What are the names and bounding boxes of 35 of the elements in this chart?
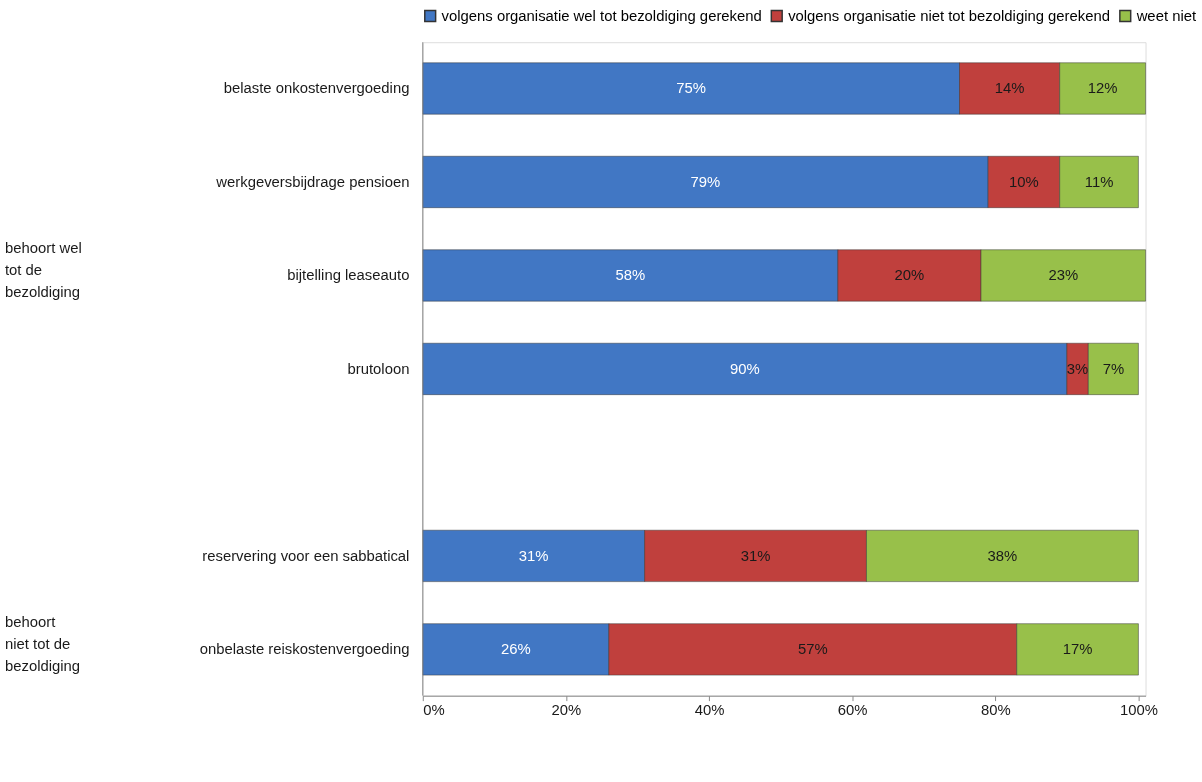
y-tick-label: brutoloon bbox=[347, 360, 410, 377]
data-label: 57% bbox=[797, 641, 828, 658]
data-label: 31% bbox=[518, 547, 549, 564]
text: behoort wel tot de bezoldiging bbox=[4, 240, 82, 301]
x-tick-label: 0% bbox=[423, 701, 445, 718]
data-label: 17% bbox=[1062, 641, 1093, 658]
x-tick-label: 20% bbox=[551, 701, 582, 718]
data-label: 20% bbox=[894, 267, 925, 284]
data-label: 10% bbox=[1009, 173, 1039, 190]
y-tick-label: onbelaste reiskostenvergoeding bbox=[199, 641, 410, 658]
data-label: 14% bbox=[994, 80, 1025, 97]
y-tick-label: belaste onkostenvergoeding bbox=[223, 80, 410, 97]
data-label: 7% bbox=[1102, 360, 1125, 377]
x-tick-label: 60% bbox=[837, 701, 868, 718]
data-label: 75% bbox=[676, 80, 706, 97]
data-label: 3% bbox=[1066, 360, 1089, 377]
legend-label: volgens organisatie wel tot bezoldiging gerekend bbox=[441, 7, 762, 24]
legend-label: volgens organisatie niet tot bezoldiging gerekend bbox=[788, 7, 1110, 24]
x-tick-label: 40% bbox=[694, 701, 725, 718]
text: behoort niet tot de bezoldiging bbox=[4, 614, 81, 674]
data-label: 31% bbox=[740, 547, 771, 564]
y-tick-label: bijtelling leaseauto bbox=[287, 267, 410, 284]
data-label: 26% bbox=[500, 641, 531, 658]
data-label: 90% bbox=[729, 360, 760, 377]
data-label: 23% bbox=[1048, 267, 1079, 284]
y-tick-label: werkgeversbijdrage pensioen bbox=[215, 173, 410, 190]
data-label: 11% bbox=[1084, 173, 1114, 190]
x-tick-label: 80% bbox=[980, 701, 1011, 718]
data-label: 12% bbox=[1087, 80, 1118, 97]
data-label: 79% bbox=[690, 173, 721, 190]
legend-label: weet niet bbox=[1135, 7, 1197, 24]
x-tick-label: 100% bbox=[1119, 701, 1158, 718]
data-label: 58% bbox=[615, 267, 646, 284]
y-tick-label: reservering voor een sabbatical bbox=[202, 547, 410, 564]
data-label: 38% bbox=[987, 547, 1018, 564]
